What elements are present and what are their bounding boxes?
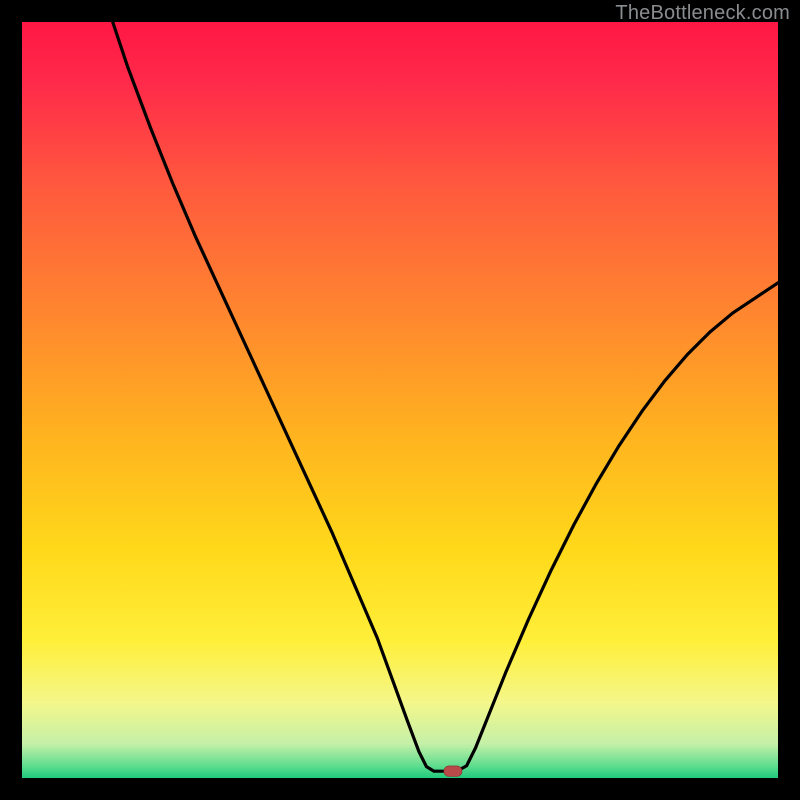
optimal-marker — [444, 766, 462, 777]
watermark-text: TheBottleneck.com — [615, 2, 790, 25]
bottleneck-curve — [113, 22, 778, 771]
chart-plot-area — [22, 22, 778, 778]
chart-svg — [22, 22, 778, 778]
chart-frame: TheBottleneck.com — [0, 0, 800, 800]
